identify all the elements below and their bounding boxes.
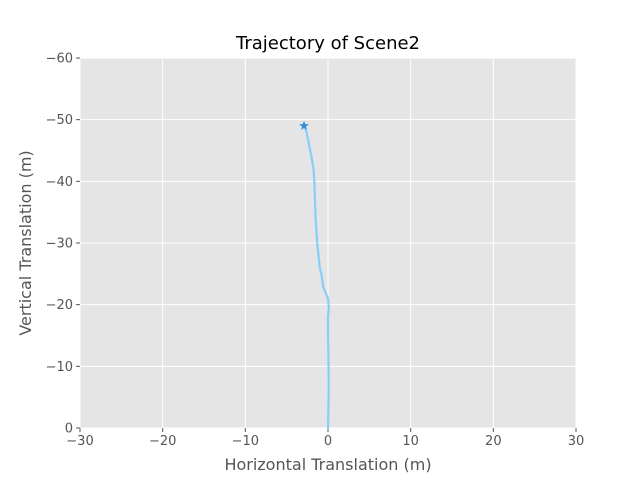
x-tick-label: −20 <box>149 434 176 449</box>
axes: −30 −20 −10 0 10 20 30 0 −10 −20 −30 −40 −50 −60 <box>46 52 585 450</box>
x-tick-label: −10 <box>232 434 259 449</box>
chart-title: Trajectory of Scene2 <box>235 33 420 54</box>
x-tick-label: 30 <box>568 434 585 449</box>
y-tick-label: −20 <box>46 298 73 313</box>
y-tick-label: −40 <box>46 175 73 190</box>
end-star-marker <box>299 120 309 130</box>
x-tick-label: −30 <box>66 434 93 449</box>
y-tick-label: −60 <box>46 52 73 67</box>
x-tick-label: 20 <box>485 434 502 449</box>
y-tick-label: −50 <box>46 113 73 128</box>
y-tick-label: −30 <box>46 237 73 252</box>
x-tick-label: 0 <box>324 434 332 449</box>
x-tick-label: 10 <box>402 434 419 449</box>
trajectory-line <box>302 124 330 430</box>
y-tick-label: 0 <box>65 422 73 437</box>
series-layer <box>299 120 330 430</box>
y-axis-label: Vertical Translation (m) <box>16 150 35 335</box>
x-axis-label: Horizontal Translation (m) <box>224 455 431 474</box>
y-tick-label: −10 <box>46 360 73 375</box>
